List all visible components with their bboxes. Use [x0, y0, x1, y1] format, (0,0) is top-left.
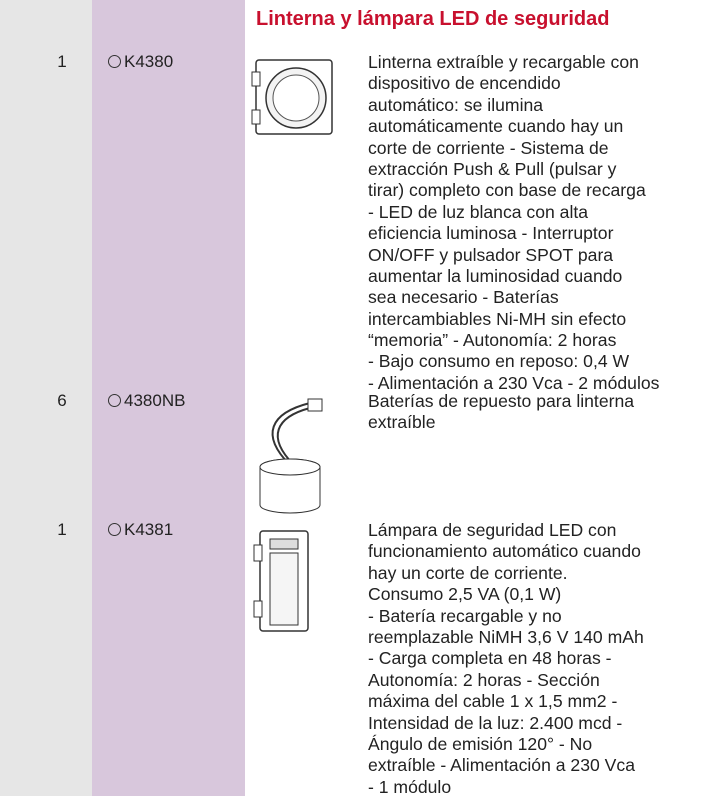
description-line: extraíble - Alimentación a 230 Vca: [368, 755, 635, 776]
product-code: 4380NB: [108, 391, 185, 411]
description-line: - 1 módulo: [368, 776, 452, 796]
section-title: Linterna y lámpara LED de seguridad: [256, 8, 610, 30]
description-line: sea necesario - Baterías: [368, 287, 559, 308]
description-line: reemplazable NiMH 3,6 V 140 mAh: [368, 626, 644, 647]
description-line: ON/OFF y pulsador SPOT para: [368, 244, 614, 265]
description-line: Autonomía: 2 horas - Sección: [368, 669, 600, 690]
description-line: funcionamiento automático cuando: [368, 541, 641, 562]
quantity: 1: [57, 52, 67, 71]
description-line: Ángulo de emisión 120° - No: [368, 733, 593, 754]
product-code: K4381: [108, 520, 173, 540]
description: Linterna extraíble y recargable con dispo…: [368, 52, 659, 394]
description-line: - Bajo consumo en reposo: 0,4 W: [368, 351, 630, 372]
description-line: extracción Push & Pull (pulsar y: [368, 158, 617, 179]
description-line: - Carga completa en 48 horas -: [368, 648, 612, 669]
description-line: automáticamente cuando hay un: [368, 116, 624, 137]
description-line: automático: se ilumina: [368, 94, 544, 115]
description-line: hay un corte de corriente.: [368, 562, 568, 583]
product-code: K4380: [108, 52, 173, 72]
description-line: dispositivo de encendido: [368, 73, 561, 94]
product-image: [251, 59, 333, 135]
description-line: aumentar la luminosidad cuando: [368, 265, 623, 286]
quantity: 6: [57, 391, 67, 410]
quantity-column: [0, 0, 92, 796]
quantity: 1: [57, 520, 67, 539]
description-line: intercambiables Ni-MH sin efecto: [368, 308, 627, 329]
description-line: - Alimentación a 230 Vca - 2 módulos: [368, 372, 660, 393]
description-line: - LED de luz blanca con alta: [368, 201, 589, 222]
description-line: Baterías de repuesto para linterna: [368, 391, 635, 411]
lamp-image: [253, 530, 309, 632]
description-line: máxima del cable 1 x 1,5 mm2 -: [368, 691, 618, 712]
description-line: Lámpara de seguridad LED con: [368, 520, 617, 540]
description-line: - Batería recargable y no: [368, 605, 562, 626]
battery-image: [259, 398, 323, 514]
description-line: Consumo 2,5 VA (0,1 W): [368, 584, 562, 605]
description-line: corte de corriente - Sistema de: [368, 137, 609, 158]
description-line: “memoria” - Autonomía: 2 horas: [368, 330, 617, 351]
description: Lámpara de seguridad LED con funcionamien…: [368, 520, 644, 796]
description-line: Intensidad de la luz: 2.400 mcd -: [368, 712, 623, 733]
description-line: Linterna extraíble y recargable con: [368, 52, 639, 72]
description: Baterías de repuesto para linterna extraí…: [368, 391, 634, 434]
description-line: extraíble: [368, 412, 436, 433]
description-line: tirar) completo con base de recarga: [368, 180, 646, 201]
description-line: eficiencia luminosa - Interruptor: [368, 223, 614, 244]
